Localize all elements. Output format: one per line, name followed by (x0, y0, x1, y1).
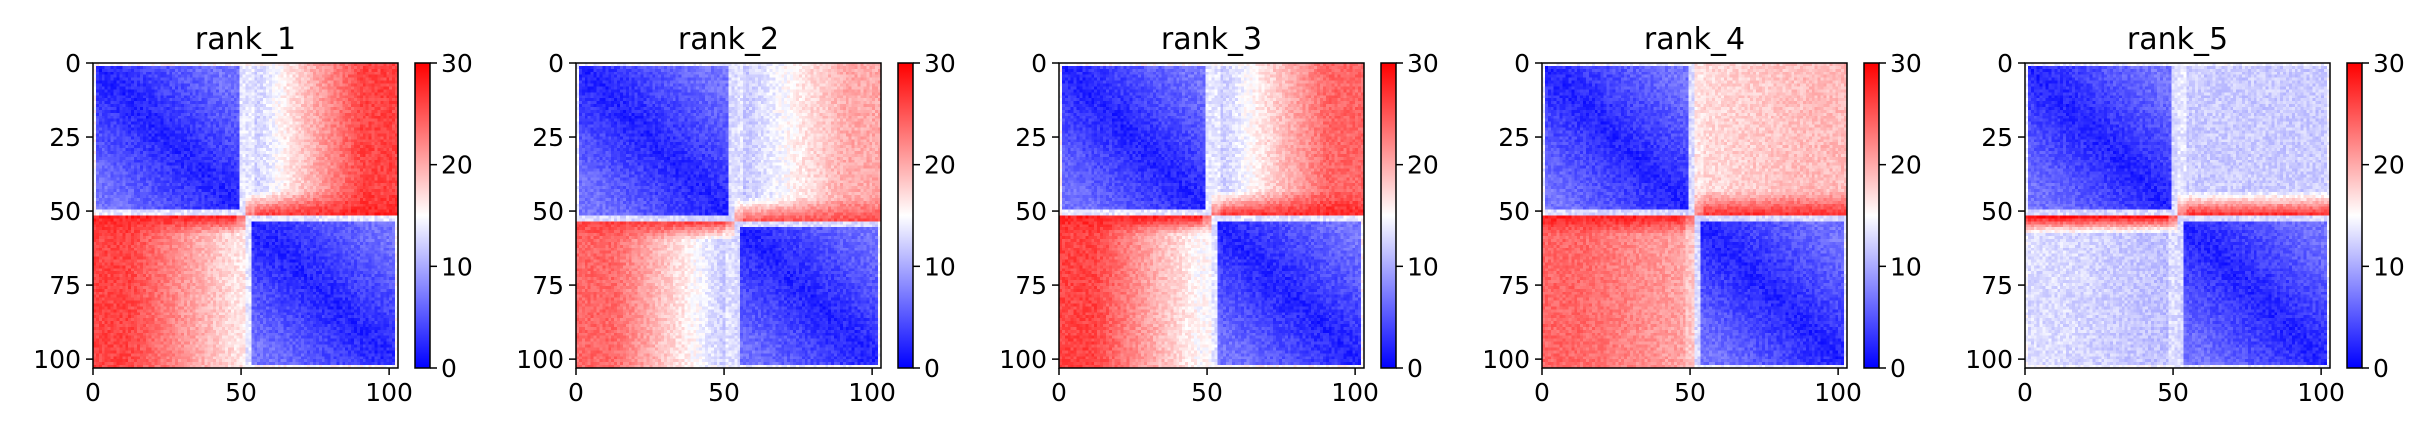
heatmap-image (2025, 63, 2330, 368)
colorbar-tick-label: 0 (1407, 354, 1423, 383)
x-tick-label: 100 (365, 378, 413, 407)
chart-title: rank_1 (195, 22, 296, 57)
y-tick-label: 25 (532, 123, 564, 152)
plot-frame (2024, 62, 2331, 369)
heatmap-image (576, 63, 881, 368)
x-tick-label: 50 (2157, 378, 2189, 407)
x-tick-label: 0 (1051, 378, 1067, 407)
colorbar-tick-label: 10 (924, 252, 956, 281)
y-tick-label: 25 (1015, 123, 1047, 152)
y-tick-label: 100 (33, 345, 81, 374)
y-tick-label: 75 (1498, 271, 1530, 300)
colorbar-tick-label: 30 (1407, 49, 1439, 78)
chart-title: rank_2 (678, 22, 779, 57)
x-tick-label: 100 (1814, 378, 1862, 407)
y-tick-label: 75 (1015, 271, 1047, 300)
colorbar (1864, 63, 1879, 368)
colorbar-frame (1863, 62, 1880, 369)
colorbar-tick-label: 0 (1890, 354, 1906, 383)
y-tick-label: 0 (1997, 49, 2013, 78)
plot-frame (1541, 62, 1848, 369)
plot-frame (575, 62, 882, 369)
x-tick-label: 100 (2297, 378, 2345, 407)
x-tick-label: 100 (848, 378, 896, 407)
x-tick-label: 0 (85, 378, 101, 407)
colorbar-tick-label: 30 (924, 49, 956, 78)
y-tick-label: 50 (1498, 197, 1530, 226)
colorbar (898, 63, 913, 368)
colorbar-frame (2346, 62, 2363, 369)
x-tick-label: 50 (708, 378, 740, 407)
colorbar (2347, 63, 2362, 368)
chart-title: rank_3 (1161, 22, 1262, 57)
x-tick-label: 50 (1674, 378, 1706, 407)
y-tick-label: 50 (1015, 197, 1047, 226)
heatmap-image (93, 63, 398, 368)
y-tick-label: 25 (49, 123, 81, 152)
x-tick-label: 50 (225, 378, 257, 407)
y-tick-label: 75 (532, 271, 564, 300)
x-tick-label: 50 (1191, 378, 1223, 407)
colorbar-frame (414, 62, 431, 369)
x-tick-label: 0 (1534, 378, 1550, 407)
colorbar-tick-label: 20 (1890, 151, 1922, 180)
y-tick-label: 100 (1482, 345, 1530, 374)
y-tick-label: 100 (516, 345, 564, 374)
x-tick-label: 0 (2017, 378, 2033, 407)
y-tick-label: 50 (532, 197, 564, 226)
colorbar (1381, 63, 1396, 368)
colorbar-tick-label: 10 (1407, 252, 1439, 281)
colorbar-tick-label: 0 (441, 354, 457, 383)
y-tick-label: 75 (49, 271, 81, 300)
y-tick-label: 100 (1965, 345, 2013, 374)
chart-title: rank_5 (2127, 22, 2228, 57)
heatmap-image (1059, 63, 1364, 368)
colorbar-frame (1380, 62, 1397, 369)
x-tick-label: 0 (568, 378, 584, 407)
colorbar-tick-label: 10 (441, 252, 473, 281)
colorbar-frame (897, 62, 914, 369)
colorbar (415, 63, 430, 368)
colorbar-tick-label: 10 (1890, 252, 1922, 281)
y-tick-label: 0 (65, 49, 81, 78)
colorbar-tick-label: 0 (2373, 354, 2389, 383)
y-tick-label: 100 (999, 345, 1047, 374)
y-tick-label: 25 (1498, 123, 1530, 152)
colorbar-tick-label: 20 (441, 151, 473, 180)
colorbar-tick-label: 30 (2373, 49, 2405, 78)
heatmap-image (1542, 63, 1847, 368)
y-tick-label: 0 (1031, 49, 1047, 78)
y-tick-label: 50 (1981, 197, 2013, 226)
colorbar-tick-label: 10 (2373, 252, 2405, 281)
y-tick-label: 0 (548, 49, 564, 78)
chart-title: rank_4 (1644, 22, 1745, 57)
colorbar-tick-label: 30 (441, 49, 473, 78)
colorbar-tick-label: 30 (1890, 49, 1922, 78)
y-tick-label: 75 (1981, 271, 2013, 300)
plot-frame (92, 62, 399, 369)
colorbar-tick-label: 0 (924, 354, 940, 383)
y-tick-label: 0 (1514, 49, 1530, 78)
x-tick-label: 100 (1331, 378, 1379, 407)
colorbar-tick-label: 20 (1407, 151, 1439, 180)
y-tick-label: 50 (49, 197, 81, 226)
colorbar-tick-label: 20 (2373, 151, 2405, 180)
colorbar-tick-label: 20 (924, 151, 956, 180)
y-tick-label: 25 (1981, 123, 2013, 152)
plot-frame (1058, 62, 1365, 369)
